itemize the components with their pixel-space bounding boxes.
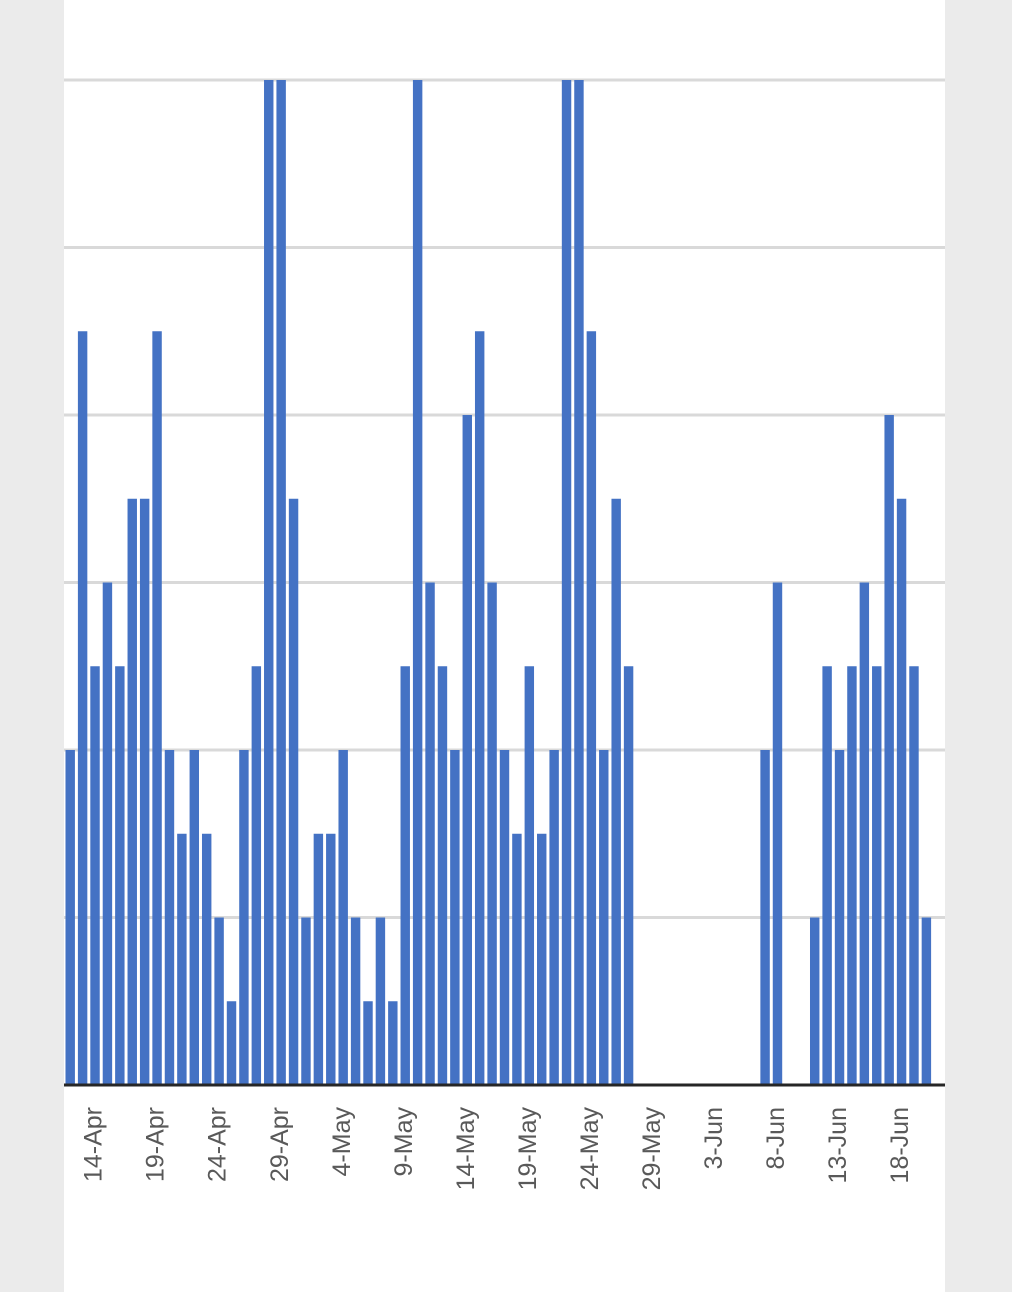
bar [338, 750, 348, 1085]
bar [909, 666, 919, 1085]
x-tick-label: 14-May [452, 1107, 480, 1191]
bar [437, 666, 448, 1085]
x-tick-label: 18-Jun [886, 1107, 914, 1183]
x-tick-label: 4-May [328, 1107, 356, 1177]
bar [350, 917, 361, 1085]
bar [400, 666, 410, 1085]
bar [375, 917, 386, 1085]
bar [872, 666, 882, 1085]
bar [549, 750, 559, 1085]
bar [611, 498, 621, 1085]
bar [834, 750, 845, 1085]
bar [288, 498, 299, 1085]
bar [499, 750, 510, 1085]
bar [276, 80, 286, 1085]
x-tick-label: 24-May [576, 1107, 604, 1191]
bar [822, 666, 832, 1085]
bar [301, 917, 311, 1085]
bar [139, 498, 150, 1085]
bar [251, 666, 262, 1085]
bar [772, 582, 783, 1085]
bar [462, 415, 472, 1085]
x-tick-label: 19-Apr [142, 1107, 170, 1182]
bar [623, 666, 634, 1085]
bar [239, 750, 249, 1085]
bar [177, 833, 187, 1085]
bar [586, 331, 597, 1085]
x-tick-label: 19-May [514, 1107, 542, 1191]
bar [884, 415, 894, 1085]
bar [115, 666, 125, 1085]
bar [512, 833, 522, 1085]
x-tick-label: 14-Apr [80, 1107, 108, 1182]
x-tick-label: 29-Apr [266, 1107, 294, 1182]
bar [574, 80, 584, 1085]
bar [65, 750, 75, 1085]
bar [487, 582, 497, 1085]
bar [450, 750, 460, 1085]
x-tick-label: 29-May [638, 1107, 666, 1191]
x-tick-label: 9-May [390, 1107, 418, 1177]
bar [90, 666, 100, 1085]
bar [152, 331, 162, 1085]
plot-panel [64, 0, 945, 1292]
x-tick-label: 3-Jun [700, 1107, 728, 1170]
bar [412, 80, 423, 1085]
bar [77, 331, 88, 1085]
bar [809, 917, 820, 1085]
bar [363, 1001, 373, 1085]
bar [537, 833, 547, 1085]
bar [425, 582, 435, 1085]
bar [388, 1001, 398, 1085]
bar [226, 1001, 237, 1085]
bar [561, 80, 572, 1085]
bar [264, 80, 274, 1085]
bar [164, 750, 175, 1085]
bar [313, 833, 324, 1085]
bar [214, 917, 224, 1085]
bar [760, 750, 770, 1085]
bar [524, 666, 535, 1085]
bar [326, 833, 336, 1085]
bar [189, 750, 200, 1085]
x-tick-label: 13-Jun [824, 1107, 852, 1183]
x-tick-label: 8-Jun [762, 1107, 790, 1170]
bar [847, 666, 857, 1085]
bar [127, 498, 137, 1085]
bar [921, 917, 932, 1085]
bar [859, 582, 870, 1085]
bar [201, 833, 212, 1085]
bar [102, 582, 113, 1085]
bar [896, 498, 907, 1085]
bar [474, 331, 485, 1085]
x-tick-label: 24-Apr [204, 1107, 232, 1182]
bar [599, 750, 609, 1085]
